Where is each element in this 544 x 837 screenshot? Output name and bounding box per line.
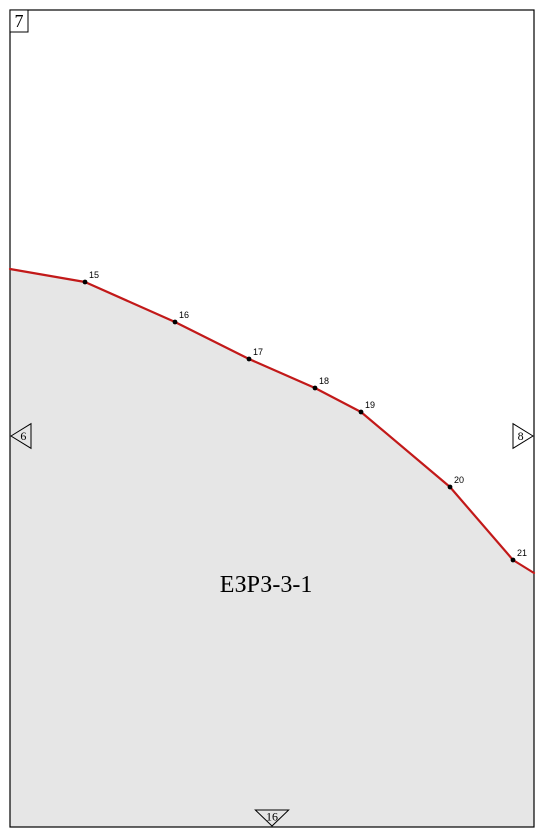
boundary-point-19 (359, 410, 364, 415)
neighbor-label-right: 8 (518, 429, 524, 443)
boundary-point-17 (247, 357, 252, 362)
boundary-point-label-19: 19 (365, 400, 375, 410)
map-sheet: 15 16 17 18 19 20 21 ЕЗРЗ-3-1 7 6 8 16 (0, 0, 544, 837)
boundary-point-label-16: 16 (179, 310, 189, 320)
region-fill (10, 269, 534, 827)
boundary-point-label-20: 20 (454, 475, 464, 485)
boundary-point-18 (313, 386, 318, 391)
boundary-point-label-21: 21 (517, 548, 527, 558)
region-label: ЕЗРЗ-3-1 (220, 572, 313, 598)
boundary-point-20 (448, 485, 453, 490)
boundary-point-label-18: 18 (319, 376, 329, 386)
boundary-point-label-17: 17 (253, 347, 263, 357)
neighbor-label-left: 6 (20, 429, 26, 443)
boundary-point-21 (511, 558, 516, 563)
map-svg: 15 16 17 18 19 20 21 ЕЗРЗ-3-1 7 6 8 16 (0, 0, 544, 837)
neighbor-label-bottom: 16 (266, 809, 278, 823)
corner-label: 7 (15, 11, 24, 31)
boundary-point-16 (173, 320, 178, 325)
boundary-point-label-15: 15 (89, 270, 99, 280)
boundary-point-15 (83, 280, 88, 285)
